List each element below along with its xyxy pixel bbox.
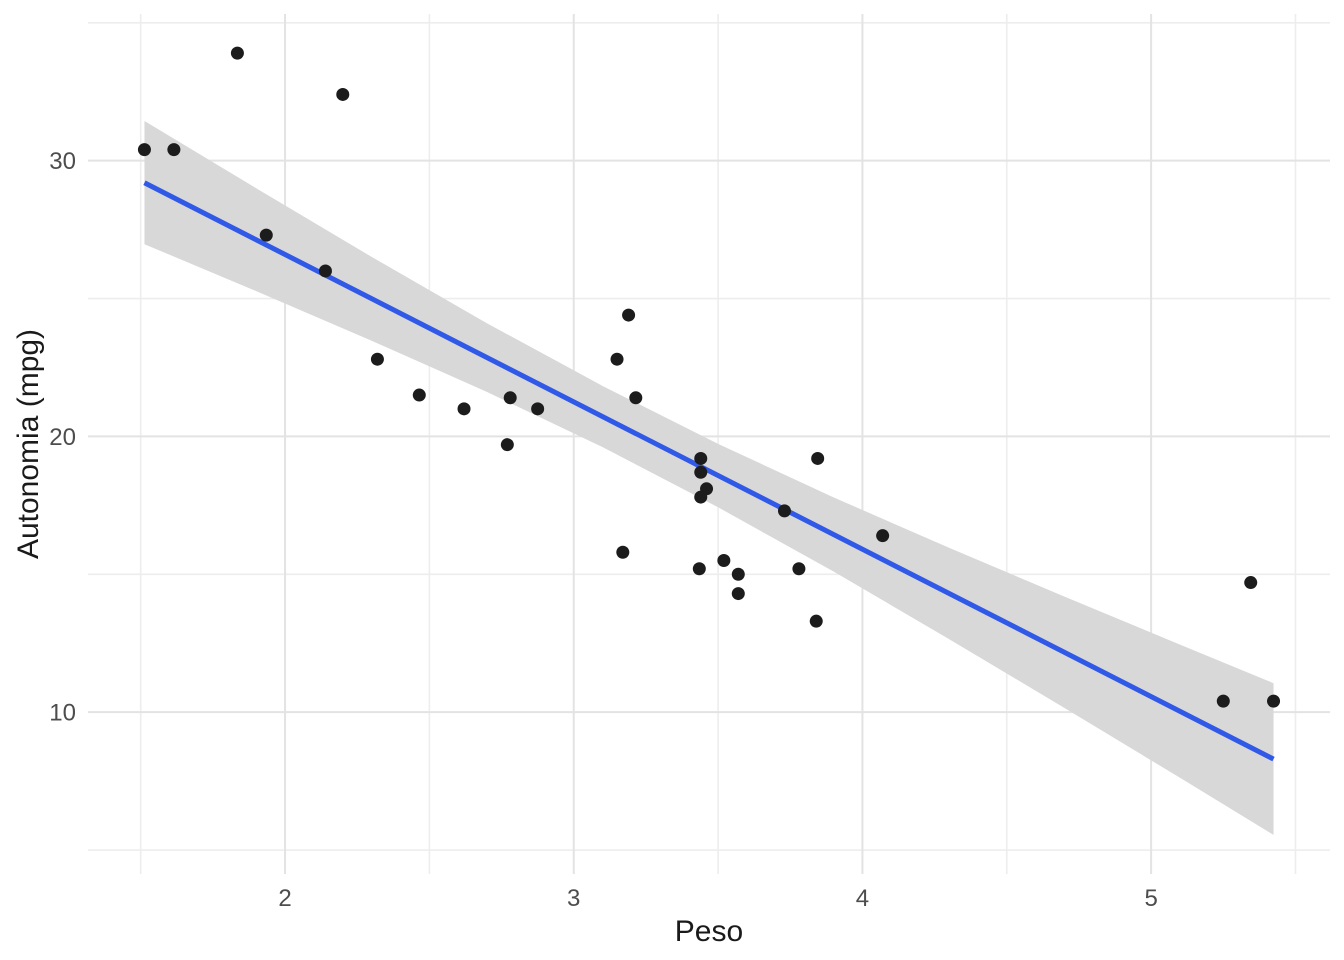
data-point (1244, 576, 1258, 590)
data-point (457, 402, 471, 416)
data-point (503, 391, 517, 405)
x-tick-label: 3 (567, 885, 580, 912)
data-point (230, 46, 244, 60)
data-point (731, 587, 745, 601)
data-point (777, 504, 791, 518)
data-point (694, 451, 708, 465)
y-axis-title: Autonomia (mpg) (12, 329, 45, 559)
data-point (792, 562, 806, 576)
data-point (610, 352, 624, 366)
data-point (137, 143, 151, 157)
x-axis-title: Peso (675, 915, 743, 948)
data-point (531, 402, 545, 416)
data-point (616, 545, 630, 559)
data-point (318, 264, 332, 278)
data-point (1216, 694, 1230, 708)
x-tick-label: 5 (1144, 885, 1157, 912)
data-point (370, 352, 384, 366)
regression-line (143, 180, 1275, 762)
y-tick-label: 30 (49, 148, 76, 175)
data-point (259, 228, 273, 242)
x-tick-label: 4 (856, 885, 869, 912)
data-point (167, 143, 181, 157)
data-point (694, 465, 708, 479)
data-point (809, 614, 823, 628)
data-point (731, 567, 745, 581)
data-point (622, 308, 636, 322)
data-point (412, 388, 426, 402)
data-point (694, 490, 708, 504)
confidence-band (144, 120, 1274, 835)
data-point (717, 553, 731, 567)
y-tick-label: 20 (49, 424, 76, 451)
y-tick-label: 10 (49, 700, 76, 727)
data-point (692, 562, 706, 576)
data-point (629, 391, 643, 405)
data-point (500, 438, 514, 452)
x-tick-label: 2 (278, 885, 291, 912)
data-point (1267, 694, 1281, 708)
data-point (876, 529, 890, 543)
data-point (811, 451, 825, 465)
data-point (336, 87, 350, 101)
